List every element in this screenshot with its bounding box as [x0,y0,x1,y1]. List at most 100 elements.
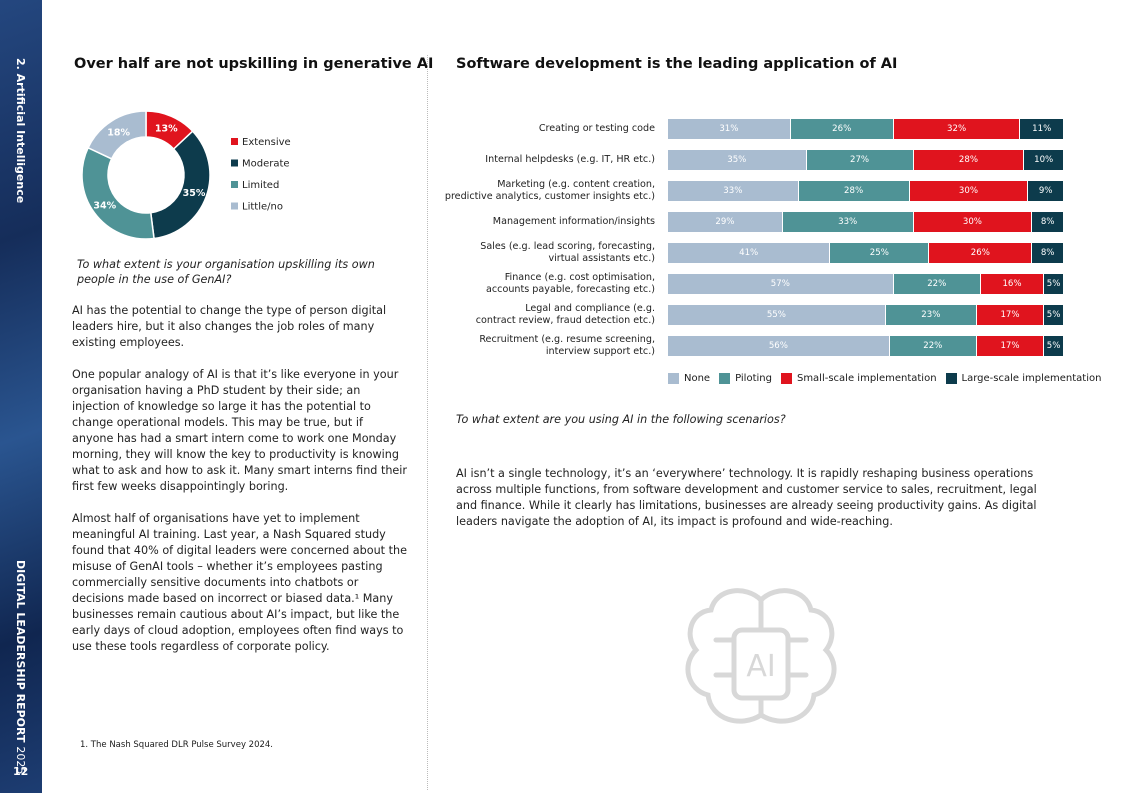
paragraph: One popular analogy of AI is that it’s l… [72,368,408,493]
donut-value-label: 13% [155,124,178,135]
bar-value-label: 17% [1000,341,1020,351]
donut-segment [149,130,211,240]
icon-label: AI [746,649,775,684]
bar-segment: 27% [806,150,914,170]
legend-item: Small-scale implementation [780,373,937,384]
category-label: Legal and compliance (e.g. contract revi… [475,303,655,326]
page-number: 12 [13,765,29,778]
legend-label: Small-scale implementation [796,373,937,384]
bar-value-label: 5% [1046,279,1061,289]
bar-value-label: 5% [1046,310,1061,320]
bar-segment: 25% [830,243,930,263]
bar-segment: 56% [668,336,890,356]
bar-segment: 35% [668,150,807,170]
category-label: Finance (e.g. cost optimisation, account… [486,272,655,295]
bar-segment: 9% [1028,181,1064,201]
donut-title: Over half are not upskilling in generati… [74,56,434,72]
bar-legend: None Piloting Small-scale implementation La… [668,373,1110,384]
bar-value-label: 31% [719,124,739,134]
bar-segment: 17% [976,305,1045,325]
donut-segment [81,146,155,240]
bar-chart: Creating or testing code 31% 26% 32% 11% Inte… [444,119,1064,357]
bar-value-label: 26% [832,124,852,134]
divider [427,55,428,790]
bar-segment: 41% [668,243,831,263]
bar-segment: 26% [929,243,1033,263]
legend-label: Extensive [242,137,291,148]
bar-title: Software development is the leading appl… [456,56,898,72]
bar-segment: 31% [668,119,791,139]
legend-item: Large-scale implementation [945,373,1102,384]
section-label: 2. Artificial Intelligence [14,58,27,204]
bar-segment: 33% [782,212,914,232]
bar-value-label: 30% [958,186,978,196]
bar-value-label: 28% [958,155,978,165]
category-label: Management information/insights [492,216,655,227]
category-label: Recruitment (e.g. resume screening, inte… [479,334,655,357]
bar-value-label: 55% [766,310,786,320]
bar-value-label: 26% [970,248,990,258]
legend-swatch [231,202,238,210]
bar-segment: 22% [889,336,977,356]
report-name: DIGITAL LEADERSHIP REPORT [14,560,27,743]
left-body: AI has the potential to change the type … [72,303,407,671]
paragraph: AI has the potential to change the type … [72,304,387,349]
bar-value-label: 9% [1038,186,1053,196]
bar-value-label: 22% [927,279,947,289]
bar-value-label: 28% [844,186,864,196]
legend-label: Piloting [735,373,772,384]
bar-segment: 5% [1044,274,1064,294]
legend-label: Large-scale implementation [961,373,1102,384]
bar-value-label: 8% [1040,248,1055,258]
bar-value-label: 29% [715,217,735,227]
legend-label: Limited [242,180,279,191]
bar-segment: 10% [1024,150,1064,170]
legend-label: Little/no [242,202,283,213]
bar-value-label: 11% [1032,124,1052,134]
legend-swatch [231,181,238,188]
bar-segment: 30% [913,212,1033,232]
bar-value-label: 8% [1040,217,1055,227]
legend-item: None [668,373,710,384]
footnote: 1. The Nash Squared DLR Pulse Survey 202… [80,740,274,750]
bar-segment: 28% [798,181,910,201]
bar-value-label: 41% [739,248,759,258]
donut-value-label: 18% [107,127,130,138]
bar-value-label: 5% [1046,341,1061,351]
right-body: AI isn’t a single technology, it’s an ‘e… [456,467,1037,528]
bar-segment: 55% [668,305,886,325]
bar-segment: 23% [885,305,977,325]
bar-segment: 57% [668,274,894,294]
legend-label: Moderate [242,159,290,170]
legend-swatch [780,373,792,384]
donut-segment [87,110,147,160]
category-label: Sales (e.g. lead scoring, forecasting, v… [480,241,655,264]
donut-value-label: 35% [183,188,206,199]
bar-segment: 5% [1044,336,1064,356]
bar-segment: 22% [893,274,981,294]
bar-segment: 16% [980,274,1045,294]
paragraph: Almost half of organisations have yet to… [72,512,407,653]
bar-value-label: 57% [770,279,790,289]
legend-swatch [719,373,731,384]
bar-value-label: 30% [962,217,982,227]
bar-segment: 29% [668,212,783,232]
bar-segment: 8% [1032,243,1064,263]
bar-value-label: 35% [727,155,747,165]
report-year: 2025 [14,746,27,775]
bar-segment: 8% [1032,212,1064,232]
bar-value-label: 22% [923,341,943,351]
category-label: Marketing (e.g. content creation, predic… [444,179,655,202]
bar-value-label: 25% [869,248,889,258]
bar-segment: 17% [976,336,1045,356]
left-question: To what extent is your organisation upsk… [77,258,375,286]
report-label: DIGITAL LEADERSHIP REPORT 2025 [14,560,27,774]
sidebar: 2. Artificial Intelligence DIGITAL LEADE… [0,0,42,793]
bar-segment: 26% [790,119,894,139]
legend-swatch [231,138,238,145]
bar-value-label: 16% [1002,279,1022,289]
legend-item: Piloting [719,373,772,384]
legend-swatch [945,373,957,384]
bar-segment: 5% [1044,305,1064,325]
